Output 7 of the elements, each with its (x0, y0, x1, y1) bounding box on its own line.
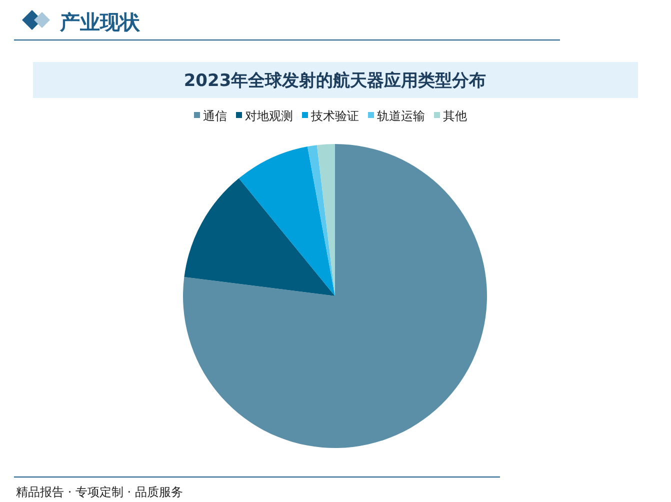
chart-title: 2023年全球发射的航天器应用类型分布 (184, 71, 486, 91)
text: 产业现状 (59, 10, 141, 34)
legend-label: 其他 (443, 109, 467, 123)
legend-label: 对地观测 (245, 109, 293, 123)
text: 精品报告 · 专项定制 · 品质服务 (16, 485, 183, 499)
legend-label: 通信 (203, 109, 227, 123)
legend-label: 轨道运输 (377, 109, 425, 123)
